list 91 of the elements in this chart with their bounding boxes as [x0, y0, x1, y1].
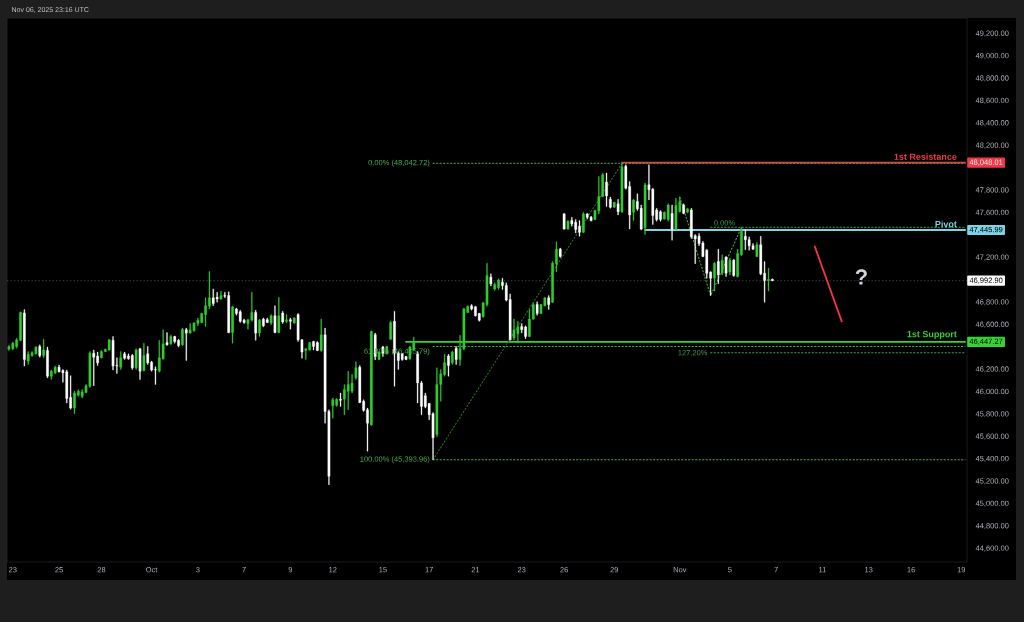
candlestick: [767, 268, 770, 292]
candlestick: [11, 341, 15, 351]
candlestick: [38, 344, 42, 358]
candlestick: [188, 323, 192, 334]
candlestick: [123, 351, 126, 360]
candlestick: [227, 291, 230, 334]
candlestick: [670, 204, 674, 241]
candlestick: [589, 215, 593, 222]
candlestick: [605, 172, 608, 207]
candlestick: [316, 341, 319, 352]
candlestick: [547, 295, 550, 310]
candlestick: [493, 282, 497, 291]
candlestick: [339, 392, 342, 407]
candlestick: [169, 334, 173, 345]
candlestick: [173, 335, 177, 344]
candlestick: [562, 213, 566, 230]
candlestick: [574, 219, 577, 234]
candlestick: [312, 340, 315, 351]
candlestick: [26, 351, 30, 365]
candlestick: [612, 201, 616, 208]
candlestick: [454, 346, 458, 365]
candlestick: [643, 182, 647, 235]
candlestick: [269, 314, 273, 325]
candlestick: [231, 306, 234, 344]
candlestick: [489, 273, 493, 287]
candlestick: [238, 310, 242, 323]
annotation: ?: [855, 269, 867, 285]
candlestick: [42, 339, 45, 358]
candlestick: [107, 339, 111, 351]
candlestick: [289, 317, 292, 330]
series-label: 1st Support: [907, 330, 957, 340]
candlestick: [46, 346, 49, 379]
candlestick: [674, 198, 678, 231]
candlestick: [728, 257, 732, 276]
candlestick: [7, 345, 11, 351]
candlestick: [620, 163, 624, 213]
candlestick: [134, 348, 138, 370]
candlestick: [73, 391, 76, 414]
candlestick: [262, 317, 265, 328]
candlestick: [285, 314, 288, 324]
candlestick: [717, 248, 720, 284]
candlestick: [258, 318, 261, 337]
candlestick: [686, 208, 689, 213]
candlestick: [755, 242, 759, 258]
candlestick: [219, 290, 223, 300]
candlestick: [265, 317, 269, 324]
candlestick: [566, 220, 570, 230]
candlestick: [720, 254, 724, 276]
candlestick: [682, 203, 685, 215]
candlestick: [34, 346, 38, 355]
candlestick: [281, 311, 284, 324]
candlestick: [578, 220, 581, 237]
candlestick: [771, 278, 774, 282]
candlestick: [535, 301, 539, 316]
candlestick: [558, 247, 562, 258]
candlestick: [447, 354, 450, 377]
candlestick: [713, 262, 716, 292]
candlestick: [215, 292, 219, 303]
candlestick: [165, 332, 169, 346]
candlestick: [632, 199, 635, 221]
candlestick: [451, 350, 454, 365]
candlestick: [404, 355, 408, 361]
candlestick: [254, 310, 257, 341]
candlestick: [331, 397, 335, 419]
candlestick: [616, 199, 620, 216]
candlestick: [524, 325, 527, 339]
candlestick: [724, 256, 728, 277]
candlestick: [435, 367, 439, 437]
candlestick: [744, 229, 747, 250]
legend-label: Pivot: [935, 220, 957, 228]
candlestick: [181, 327, 184, 347]
candlestick: [659, 210, 662, 222]
candlestick: [319, 318, 323, 352]
candlestick: [119, 351, 123, 370]
candlestick: [273, 305, 277, 334]
candlestick: [92, 349, 96, 386]
candlestick: [177, 339, 180, 348]
legend-label: 1st Resistance: [894, 153, 957, 160]
candlestick: [732, 259, 736, 277]
candlestick: [184, 327, 188, 361]
candlestick: [111, 336, 115, 371]
candlestick: [50, 369, 53, 380]
candlestick: [100, 350, 103, 359]
candlestick: [292, 317, 296, 324]
candlestick: [138, 348, 142, 380]
candlestick: [211, 288, 215, 306]
candlestick: [585, 213, 589, 220]
candlestick: [497, 278, 500, 290]
candlestick: [666, 203, 670, 222]
candlestick: [142, 343, 146, 372]
candlestick: [277, 297, 281, 334]
